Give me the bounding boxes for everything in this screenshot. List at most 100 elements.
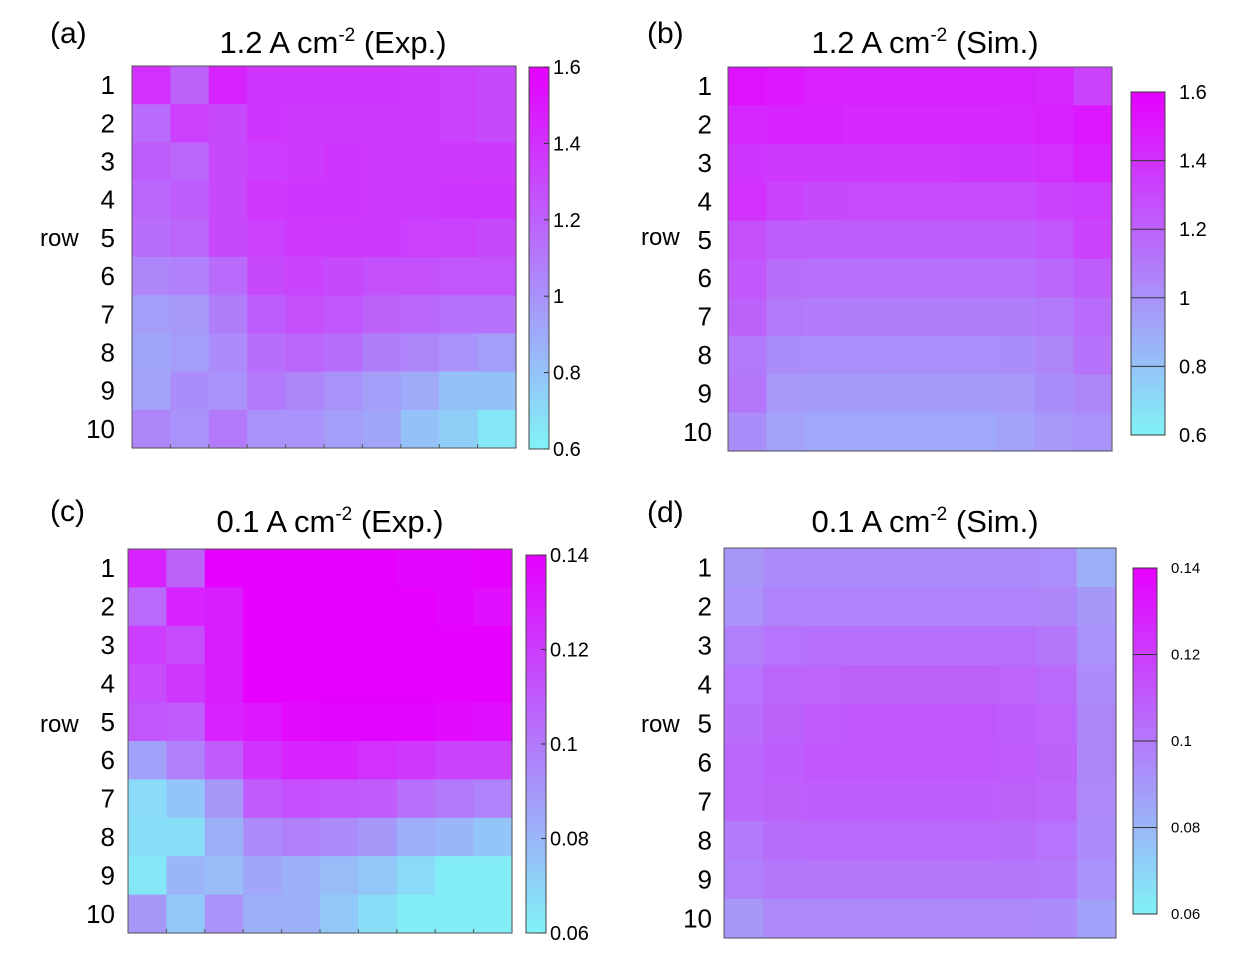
heatmap-cell [724,665,764,705]
heatmap-cell [1073,105,1113,145]
heatmap-cell [880,860,921,900]
heatmap-cell [285,371,325,411]
row-axis-label: row [641,224,680,251]
row-tick-label: 2 [698,110,712,140]
heatmap-cell [1037,860,1078,900]
heatmap-cell [763,587,803,627]
heatmap-cell [435,817,475,857]
heatmap-cell [728,335,767,375]
heatmap-panel: (c) 0.1 A cm-2 (Exp.) 1 2 3 4 5 6 7 8 9 10 row 0.06 0.… [40,495,589,945]
heatmap-cell [439,371,479,411]
heatmap-cell [396,625,436,665]
heatmap-cell [763,743,803,783]
row-tick-label: 4 [698,670,712,700]
heatmap-cell [439,66,479,105]
heatmap-cell [435,625,475,665]
heatmap-cell [247,295,287,334]
panel-title: 0.1 A cm-2 (Sim.) [811,504,1038,539]
heatmap-cell [396,664,436,704]
heatmap-cell [841,587,882,627]
row-tick-label: 8 [101,822,115,852]
heatmap-cell [959,782,999,822]
row-tick-label: 4 [698,186,712,216]
row-tick-label: 4 [101,668,115,698]
row-tick-label: 1 [698,553,712,583]
heatmap-cell [958,374,998,414]
row-tick-label: 1 [698,71,712,101]
heatmap-cell [1076,782,1117,822]
heatmap-cell [880,548,921,588]
heatmap-cell [324,371,363,411]
heatmap-cell [477,104,517,143]
heatmap-cell [920,105,959,145]
heatmap-cell [400,295,440,334]
heatmap-cell [804,297,844,337]
heatmap-cell [998,899,1039,939]
heatmap-cell [802,704,843,744]
heatmap-cell [724,743,764,783]
heatmap-cell [128,894,167,934]
heatmap-cell [285,66,325,105]
heatmap-cell [400,371,440,411]
heatmap-cell [473,625,513,665]
heatmap-cell [128,741,167,780]
heatmap-cell [802,587,843,627]
heatmap-cell [802,782,843,822]
heatmap-cell [243,625,283,665]
heatmap-cell [435,856,475,896]
heatmap-cell [1076,821,1117,861]
heatmap-cell [358,856,398,896]
heatmap-cell [362,333,402,373]
heatmap-cell [766,182,806,222]
row-tick-label: 9 [698,378,712,408]
heatmap-cell [1037,743,1078,783]
heatmap-cell [435,741,475,780]
heatmap-cell [247,218,287,258]
heatmap-cell [881,67,921,106]
heatmap-cell [320,587,359,627]
heatmap-cell [285,295,325,334]
heatmap-cell [996,143,1036,183]
heatmap-cell [763,665,803,705]
heatmap-cell [920,626,960,666]
heatmap-cell [843,105,883,145]
heatmap-cell [1076,548,1117,588]
heatmap-cell [285,218,325,258]
heatmap-panel: (a) 1.2 A cm-2 (Exp.) 1 2 3 4 5 6 7 8 9 10 row 0.6 0.8… [40,17,581,461]
heatmap-cell [204,856,244,896]
heatmap-cell [477,333,517,373]
heatmap-cell [802,899,843,939]
heatmap-cell [766,374,806,414]
heatmap-cell [362,409,402,449]
heatmap-cell [247,257,287,296]
heatmap-cell [920,297,959,337]
heatmap-cell [920,665,960,705]
heatmap-cell [166,894,206,934]
heatmap-cell [439,142,479,182]
heatmap-cell [958,412,998,452]
heatmap-cell [396,549,436,588]
heatmap-cell [473,779,513,819]
heatmap-cell [763,860,803,900]
heatmap-cell [804,67,844,106]
heatmap-cell [362,180,402,220]
heatmap-cell [920,860,960,900]
row-tick-label: 3 [698,148,712,178]
heatmap-cell [843,220,883,260]
heatmap-cell [724,587,764,627]
heatmap-cell [324,142,363,182]
heatmap-cell [204,549,244,588]
row-tick-label: 5 [101,707,115,737]
heatmap-cell [204,741,244,780]
heatmap-cell [132,295,171,334]
heatmap-cell [358,664,398,704]
heatmap-cell [804,220,844,260]
heatmap-cell [132,257,171,296]
heatmap-cell [473,549,513,588]
row-tick-label: 1 [101,70,115,100]
heatmap-cell [320,664,359,704]
heatmap-cell [324,295,363,334]
heatmap-cell [843,374,883,414]
row-tick-label: 6 [698,263,712,293]
